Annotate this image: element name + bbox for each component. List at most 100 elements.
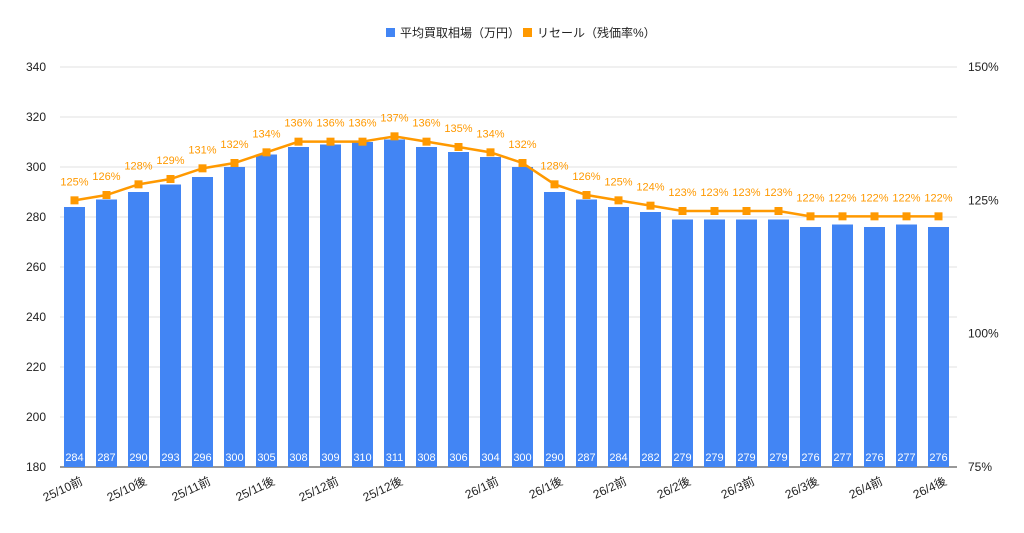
line-data-label: 128% — [124, 160, 152, 172]
bar-data-label: 296 — [193, 452, 211, 464]
x-tick-label: 25/12後 — [361, 474, 405, 504]
line-data-label: 135% — [444, 123, 472, 135]
line-marker — [774, 207, 783, 215]
bar-data-label: 305 — [257, 452, 275, 464]
bar — [352, 142, 373, 467]
bar-data-label: 277 — [897, 452, 915, 464]
bar — [480, 157, 501, 467]
bar-data-label: 290 — [129, 452, 147, 464]
left-tick-label: 320 — [26, 110, 46, 124]
x-tick-label: 25/12前 — [296, 473, 340, 504]
line-data-label: 136% — [348, 118, 376, 130]
line-data-label: 124% — [636, 182, 664, 194]
line-marker — [198, 164, 207, 173]
x-tick-label: 26/2前 — [590, 473, 628, 502]
bar — [704, 219, 725, 467]
bar-data-label: 279 — [769, 452, 787, 464]
bar-data-label: 284 — [609, 452, 627, 464]
bar-data-label: 279 — [673, 452, 691, 464]
bar-data-label: 308 — [289, 452, 307, 464]
x-tick-label: 25/10後 — [105, 474, 149, 504]
line-marker — [166, 175, 175, 183]
x-tick-label: 26/2後 — [655, 474, 693, 502]
line-data-label: 136% — [412, 118, 440, 130]
bar — [256, 154, 277, 467]
bar — [608, 207, 629, 467]
line-series — [74, 135, 939, 218]
bar — [928, 227, 949, 467]
line-data-label: 132% — [508, 139, 536, 151]
line-marker — [134, 180, 143, 189]
bar — [128, 192, 149, 467]
bar-data-label: 279 — [737, 452, 755, 464]
bar — [832, 224, 853, 467]
bar-data-label: 300 — [513, 452, 531, 464]
bar — [768, 219, 789, 467]
x-tick-label: 26/4前 — [846, 473, 884, 502]
line-marker — [422, 137, 431, 146]
bar-data-label: 300 — [225, 452, 243, 464]
line-marker — [550, 180, 559, 189]
bar-data-label: 290 — [545, 452, 563, 464]
legend-label-line: リセール（残価率%） — [537, 25, 656, 40]
line-marker — [806, 212, 815, 221]
line-data-label: 136% — [284, 118, 312, 130]
line-data-label: 122% — [860, 192, 888, 204]
bar-data-label: 277 — [833, 452, 851, 464]
line-data-label: 137% — [380, 112, 408, 124]
left-tick-label: 240 — [26, 310, 46, 324]
x-tick-label: 25/11前 — [169, 473, 213, 504]
bar-data-label: 287 — [97, 452, 115, 464]
bar — [384, 139, 405, 467]
line-marker — [454, 143, 463, 151]
line-marker — [710, 207, 719, 215]
line-marker — [102, 191, 111, 199]
line-data-label: 122% — [924, 192, 952, 204]
bar — [736, 219, 757, 467]
bar-data-label: 284 — [65, 452, 83, 464]
line-data-label: 126% — [572, 171, 600, 183]
bar-data-label: 304 — [481, 452, 499, 464]
bar — [640, 212, 661, 467]
line-marker — [70, 196, 79, 205]
x-tick-label: 25/11後 — [234, 474, 277, 504]
legend-swatch-bars — [386, 28, 395, 37]
bar — [160, 184, 181, 467]
line-data-label: 126% — [92, 171, 120, 183]
bar-data-label: 287 — [577, 452, 595, 464]
bar-data-label: 293 — [161, 452, 179, 464]
line-marker — [326, 137, 335, 146]
line-marker — [390, 132, 399, 141]
bar-data-label: 308 — [417, 452, 435, 464]
x-tick-label: 26/4後 — [911, 474, 949, 502]
line-marker — [262, 148, 271, 157]
bar — [224, 167, 245, 467]
bar — [864, 227, 885, 467]
line-data-label: 123% — [668, 187, 696, 199]
bar-data-label: 311 — [386, 452, 404, 464]
line-data-label: 134% — [476, 128, 504, 140]
bar — [192, 177, 213, 467]
x-tick-label: 25/10前 — [40, 473, 84, 504]
right-tick-label: 150% — [968, 60, 999, 74]
right-tick-label: 75% — [968, 460, 992, 474]
line-data-label: 122% — [828, 192, 856, 204]
left-tick-label: 180 — [26, 460, 46, 474]
bar — [576, 199, 597, 467]
line-marker — [518, 159, 527, 167]
line-data-label: 123% — [732, 187, 760, 199]
line-marker — [230, 159, 239, 167]
legend: 平均買取相場（万円） リセール（残価率%） — [386, 25, 656, 40]
bar-data-label: 276 — [929, 452, 947, 464]
line-data-label: 136% — [316, 118, 344, 130]
bar — [544, 192, 565, 467]
left-tick-label: 280 — [26, 210, 46, 224]
line-marker — [358, 137, 367, 146]
line-data-label: 131% — [188, 144, 216, 156]
line-marker — [870, 212, 879, 221]
left-tick-label: 260 — [26, 260, 46, 274]
x-tick-label: 26/1後 — [527, 474, 565, 502]
line-data-label: 123% — [700, 187, 728, 199]
bar — [800, 227, 821, 467]
